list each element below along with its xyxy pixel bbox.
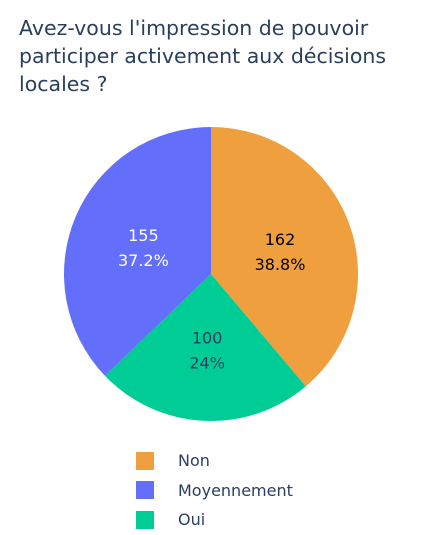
legend-swatch: [136, 481, 154, 500]
chart-title: Avez-vous l'impression de pouvoir partic…: [19, 16, 387, 96]
legend-item-non[interactable]: Non: [136, 446, 293, 476]
slice-label-moyennement: 155 37.2%: [118, 226, 169, 270]
legend-label: Non: [178, 451, 210, 471]
slices-layer: [64, 126, 358, 421]
slice-percent-label: 37.2%: [118, 251, 169, 270]
pie-slice-moyennement: [64, 126, 211, 376]
legend-label: Oui: [178, 510, 206, 530]
slice-value-label: 155: [128, 226, 159, 245]
legend: Non Moyennement Oui: [136, 446, 293, 535]
pie-slice-non: [211, 127, 358, 387]
slice-value-label: 100: [192, 328, 223, 347]
legend-label: Moyennement: [178, 480, 293, 500]
slice-value-label: 162: [265, 230, 296, 249]
slice-label-non: 162 38.8%: [255, 230, 306, 274]
slice-percent-label: 38.8%: [255, 255, 306, 274]
legend-swatch: [136, 510, 154, 529]
pie-slice-oui: [104, 274, 306, 421]
legend-item-moyennement[interactable]: Moyennement: [136, 476, 293, 506]
legend-item-oui[interactable]: Oui: [136, 505, 293, 535]
legend-swatch: [136, 451, 154, 470]
slice-percent-label: 24%: [189, 353, 225, 372]
